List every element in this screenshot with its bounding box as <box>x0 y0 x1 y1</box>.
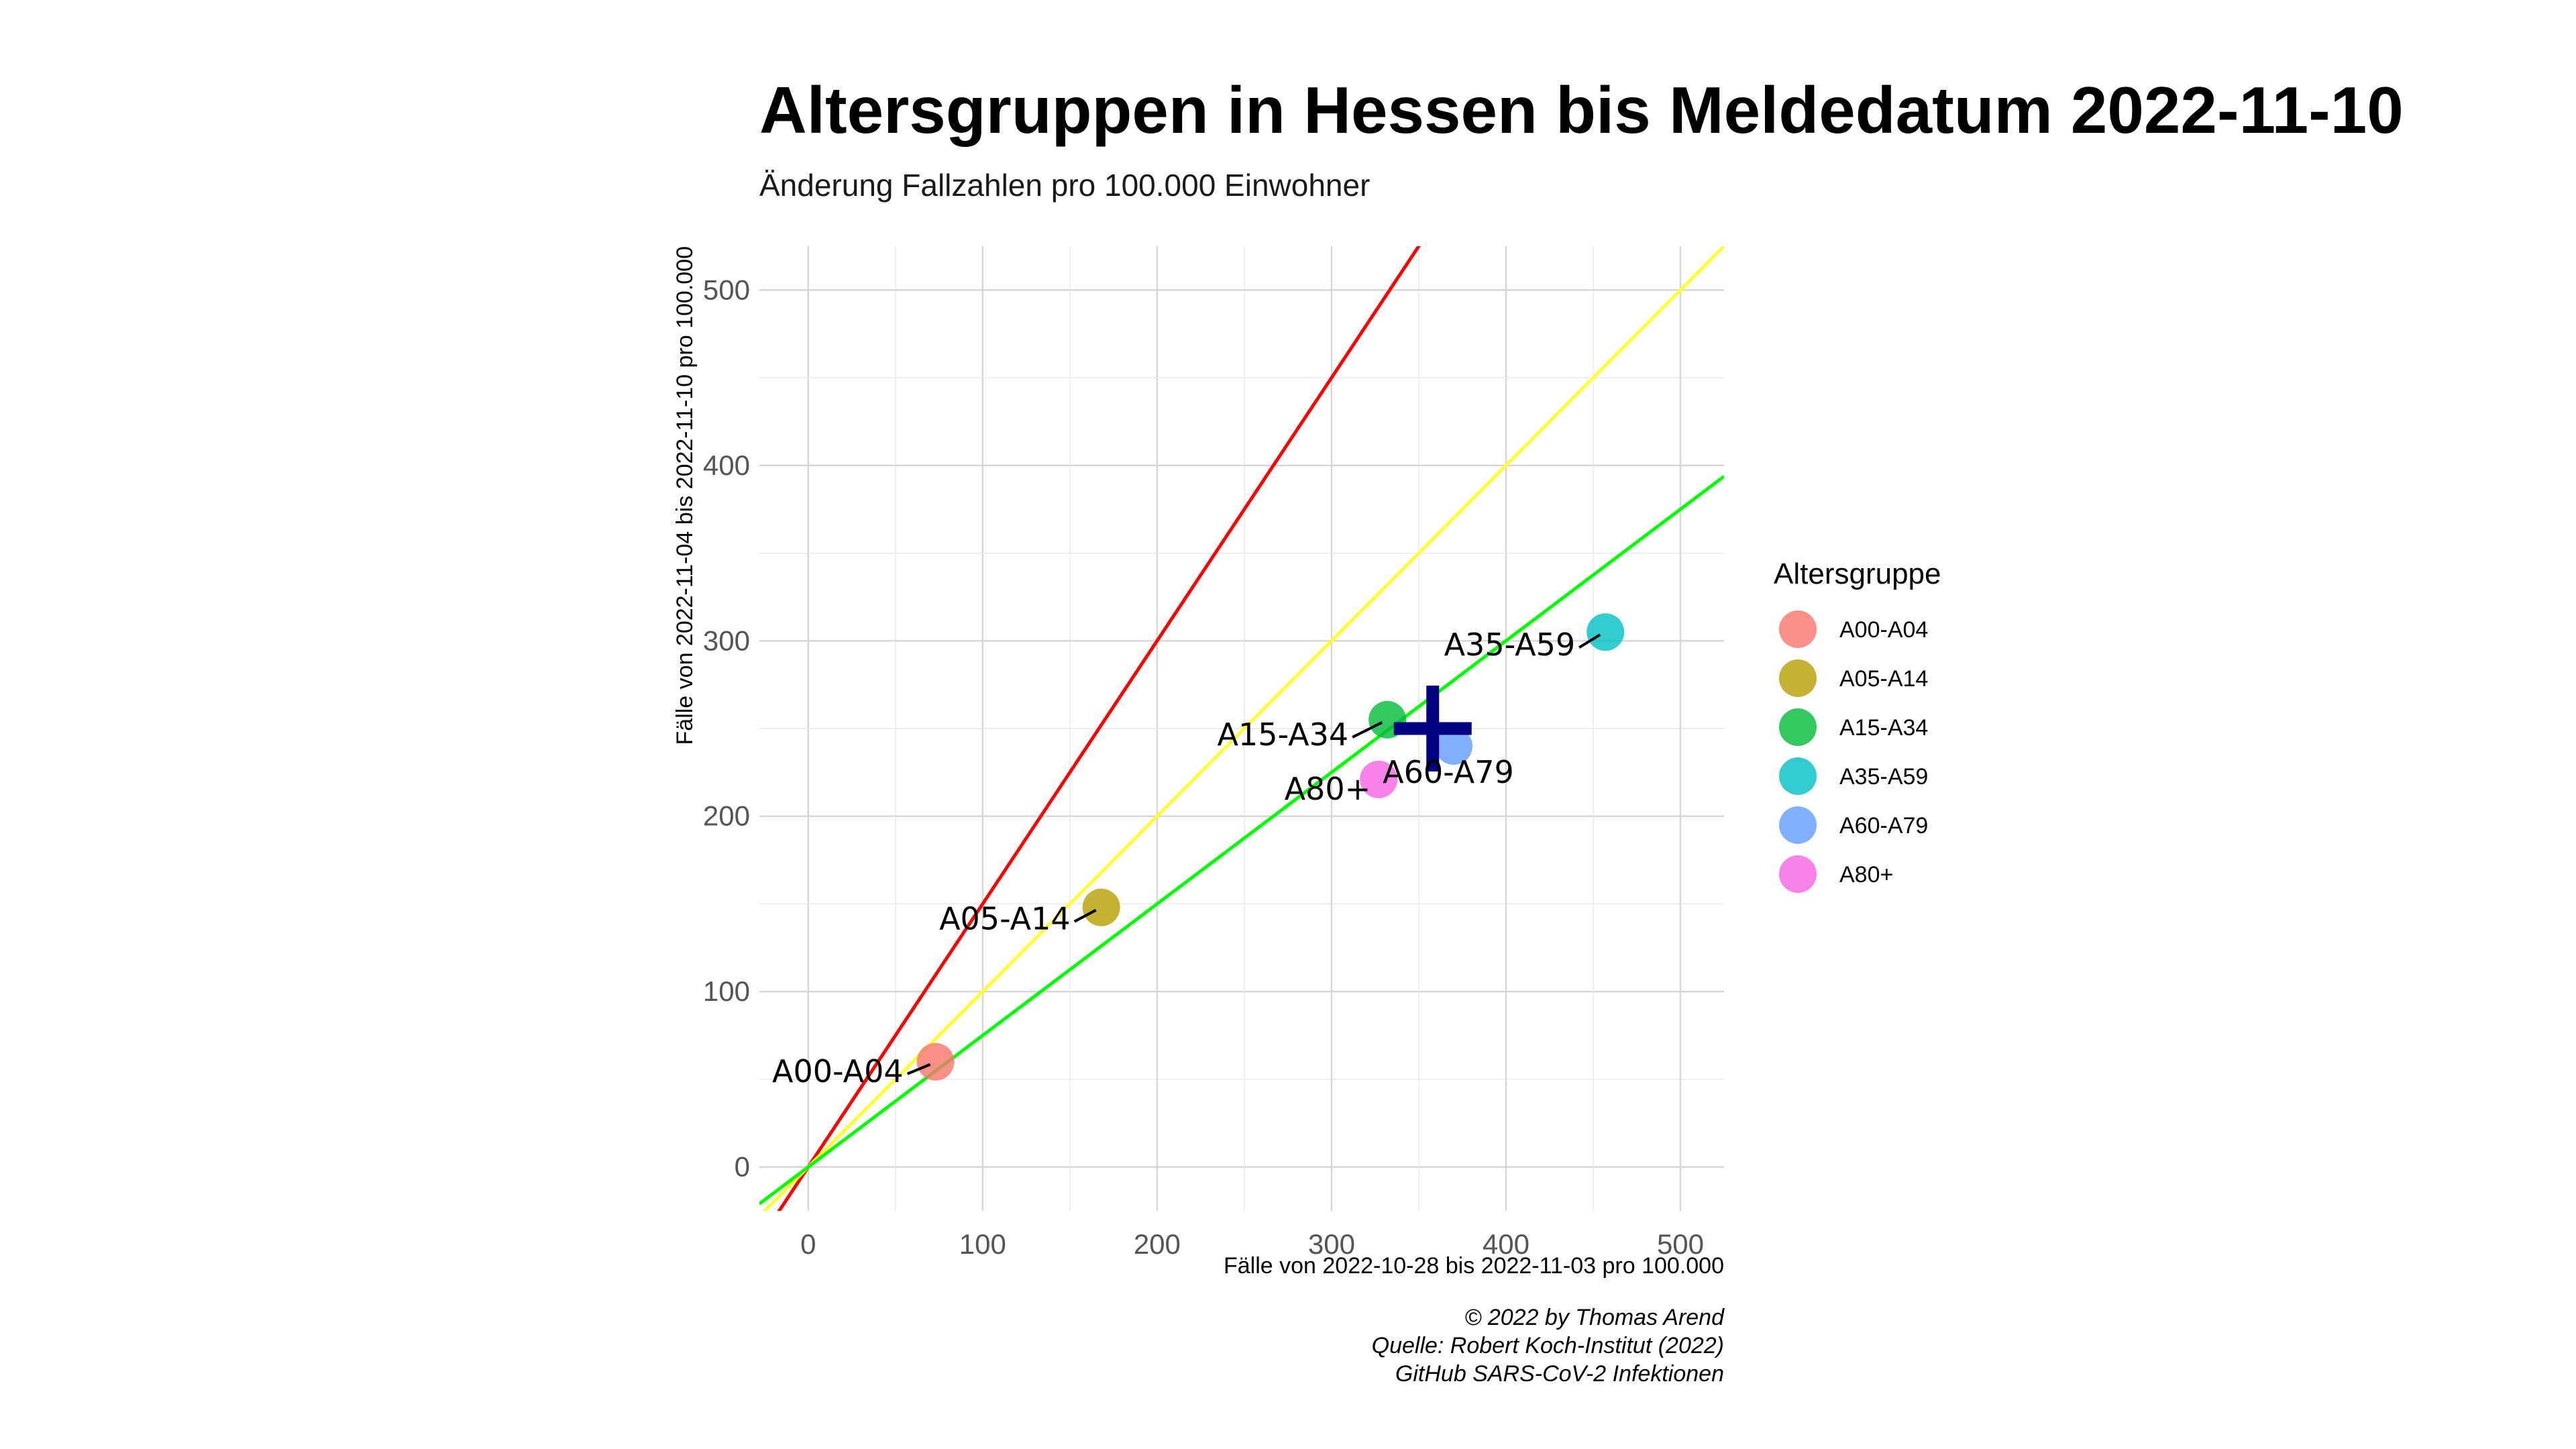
point-labels: A00-A04 A05-A14 A15-A34 A35-A59 A60-A79 A80+ <box>772 627 1601 1089</box>
legend-key <box>1779 855 1817 893</box>
data-point-a60-a79 <box>1434 727 1472 765</box>
y-tick-label: 500 <box>703 274 750 305</box>
legend-key <box>1779 659 1817 697</box>
chart-title: Altersgruppen in Hessen bis Meldedatum 2… <box>759 73 2404 147</box>
legend-label: A60-A79 <box>1839 813 1928 839</box>
x-tick-label: 100 <box>959 1228 1006 1260</box>
legend-key <box>1779 806 1817 844</box>
y-tick-label: 400 <box>703 449 750 481</box>
x-tick-label: 300 <box>1308 1228 1355 1260</box>
caption: © 2022 by Thomas Arend Quelle: Robert Ko… <box>1372 1305 1725 1387</box>
label-leader <box>906 1063 931 1075</box>
legend-key <box>1779 708 1817 746</box>
point-label: A80+ <box>1285 771 1371 807</box>
data-point-a00-a04 <box>916 1042 955 1081</box>
y-tick-label: 100 <box>703 975 750 1007</box>
x-tick-label: 500 <box>1657 1228 1704 1260</box>
label-leader <box>1073 908 1097 923</box>
x-tick-label: 200 <box>1134 1228 1181 1260</box>
data-point-a35-a59 <box>1587 613 1625 651</box>
caption-line-2: Quelle: Robert Koch-Institut (2022) <box>1372 1333 1724 1358</box>
legend-key <box>1779 757 1817 795</box>
legend-title: Altersgruppe <box>1774 557 1941 590</box>
chart-subtitle: Änderung Fallzahlen pro 100.000 Einwohne… <box>759 168 1370 203</box>
legend-key <box>1779 610 1817 648</box>
legend-label: A80+ <box>1839 862 1893 888</box>
point-label: A15-A34 <box>1218 716 1349 753</box>
legend: A00-A04 A05-A14 A15-A34 A35-A59 A60-A79 A80+ <box>1779 610 1928 893</box>
reference-line <box>759 475 1724 1205</box>
y-axis-ticks: 0 100 200 300 400 500 <box>703 274 750 1182</box>
point-label: A35-A59 <box>1444 627 1576 663</box>
legend-label: A35-A59 <box>1839 764 1928 790</box>
data-points <box>916 613 1625 1081</box>
legend-label: A15-A34 <box>1839 715 1928 741</box>
label-leader <box>1578 633 1601 649</box>
point-label: A00-A04 <box>772 1053 904 1089</box>
data-point-a80plus <box>1360 760 1398 798</box>
legend-label: A05-A14 <box>1839 666 1928 692</box>
point-label: A60-A79 <box>1383 754 1514 790</box>
caption-line-1: © 2022 by Thomas Arend <box>1464 1305 1725 1330</box>
plot-grid <box>759 246 1724 1211</box>
mean-marker <box>1393 686 1472 771</box>
label-leader <box>1352 721 1383 739</box>
x-axis-title: Fälle von 2022-10-28 bis 2022-11-03 pro … <box>1224 1253 1724 1279</box>
caption-line-3: GitHub SARS-CoV-2 Infektionen <box>1395 1361 1724 1387</box>
y-axis-title: Fälle von 2022-11-04 bis 2022-11-10 pro … <box>672 246 698 745</box>
y-tick-label: 0 <box>735 1151 750 1183</box>
data-point-a05-a14 <box>1082 888 1120 926</box>
reference-line <box>777 246 1421 1211</box>
y-tick-label: 300 <box>703 625 750 656</box>
x-tick-label: 400 <box>1483 1228 1529 1260</box>
x-tick-label: 0 <box>800 1228 816 1260</box>
point-label: A05-A14 <box>939 901 1071 937</box>
y-tick-label: 200 <box>703 800 750 832</box>
legend-label: A00-A04 <box>1839 617 1928 643</box>
x-axis-ticks: 0 100 200 300 400 500 <box>800 1228 1704 1260</box>
